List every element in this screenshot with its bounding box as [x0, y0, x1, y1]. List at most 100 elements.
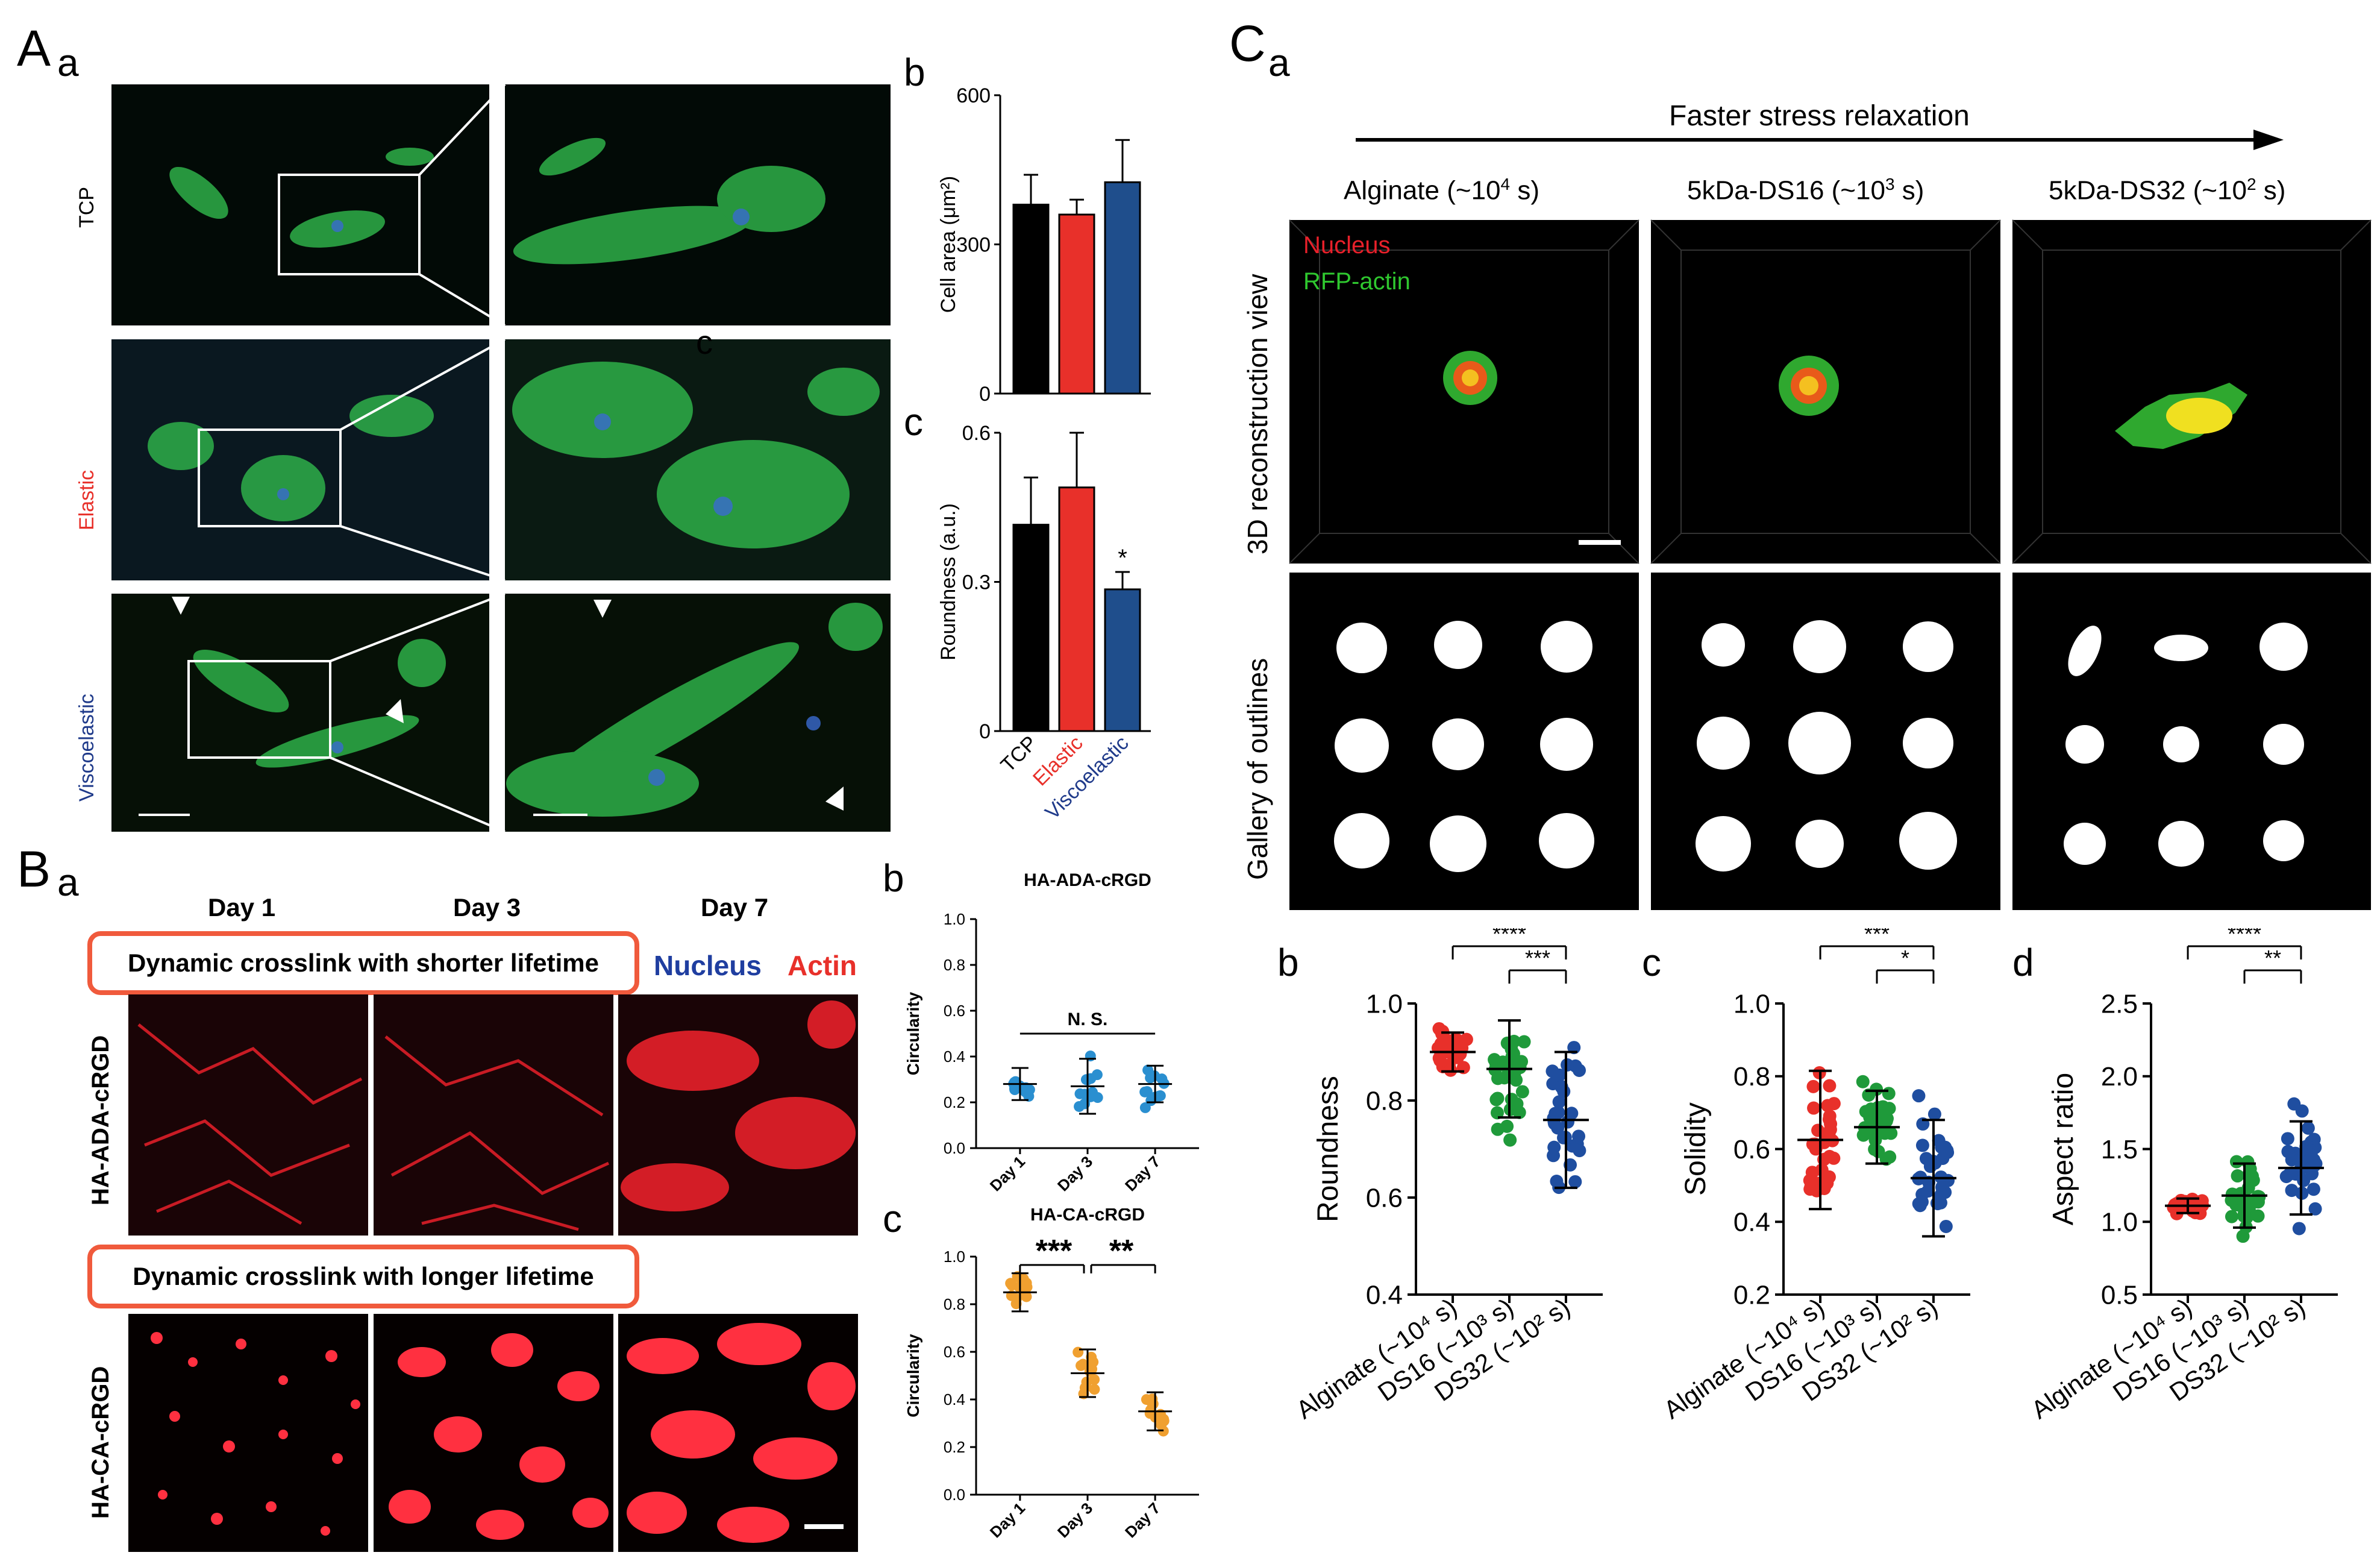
panelB-micrographs [128, 994, 858, 1552]
row-label-outlines: Gallery of outlines [1242, 658, 1273, 880]
data-point [1882, 1087, 1896, 1101]
data-point [1076, 1360, 1087, 1371]
data-point [1823, 1149, 1837, 1163]
significance-label: N. S. [1068, 1010, 1108, 1029]
micrograph-tcp-overview [111, 84, 489, 325]
data-point [1515, 1085, 1529, 1099]
y-axis-label: Circularity [904, 1334, 922, 1418]
data-point [1572, 1063, 1586, 1077]
data-point [1821, 1099, 1835, 1113]
3d-view-ds16 [1650, 219, 2001, 564]
data-point [2246, 1169, 2259, 1183]
significance-label: ** [2264, 946, 2281, 970]
y-tick-label: 1.0 [944, 910, 965, 928]
data-point [2279, 1170, 2293, 1184]
data-point [1009, 1076, 1020, 1088]
data-point [2292, 1222, 2306, 1236]
data-point [1882, 1102, 1896, 1116]
col-title-ds32: 5kDa-DS32 (~102 s) [2049, 175, 2286, 206]
data-point [1823, 1123, 1837, 1137]
y-tick-label: 1.5 [2101, 1135, 2138, 1164]
panel-letter-B: B [17, 841, 51, 897]
data-point [1141, 1086, 1153, 1098]
y-tick-label: 0.4 [1733, 1208, 1770, 1237]
arrow-label: Faster stress relaxation [1669, 100, 1970, 132]
micrograph-viscoelastic-overview [111, 594, 489, 832]
micrograph-tcp-zoom [505, 84, 891, 325]
data-point [1547, 1149, 1561, 1163]
significance-label: **** [1492, 928, 1526, 946]
data-point [1561, 1058, 1574, 1072]
data-point [1856, 1128, 1870, 1142]
data-point [1915, 1138, 1929, 1152]
data-point [2281, 1132, 2294, 1146]
day-label-7: Day 7 [701, 893, 769, 922]
data-point [1491, 1072, 1505, 1085]
x-tick-label: Day 1 [986, 1499, 1029, 1541]
y-tick-label: 1.0 [1733, 989, 1770, 1019]
micrograph-ada-day1 [128, 994, 368, 1236]
y-tick-label: 1.0 [944, 1248, 965, 1266]
label-box-longer-lifetime: Dynamic crosslink with longer lifetime [87, 1245, 639, 1308]
y-tick-label: 1.0 [2101, 1208, 2138, 1237]
label-box-shorter-lifetime: Dynamic crosslink with shorter lifetime [87, 931, 639, 995]
data-point [1553, 1068, 1567, 1082]
data-point [2306, 1182, 2320, 1196]
day-label-3: Day 3 [453, 893, 521, 922]
y-tick-label: 0 [979, 720, 991, 743]
legend-nucleus-b: Nucleus [654, 950, 762, 981]
3d-view-alginate [1289, 219, 1639, 564]
y-tick-label: 0.2 [944, 1438, 965, 1456]
data-point [1913, 1199, 1927, 1213]
y-tick-label: 0.8 [944, 956, 965, 974]
data-point [1490, 1106, 1504, 1120]
data-point [2285, 1184, 2299, 1198]
data-point [1145, 1095, 1157, 1107]
significance-label: * [1901, 946, 1909, 970]
data-point [1433, 1054, 1447, 1067]
data-point [1079, 1088, 1091, 1100]
data-point [1489, 1093, 1503, 1107]
data-point [1923, 1160, 1937, 1173]
data-point [1927, 1107, 1941, 1121]
col-title-ds16: 5kDa-DS16 (~103 s) [1687, 175, 1924, 206]
data-point [1823, 1079, 1837, 1093]
data-point [1870, 1082, 1884, 1096]
y-tick-label: 0.3 [962, 571, 991, 594]
data-point [1804, 1179, 1818, 1193]
data-point [1156, 1419, 1167, 1431]
y-axis-label: Roundness (a.u.) [937, 503, 960, 661]
data-point [1552, 1095, 1566, 1109]
significance-label: **** [2228, 928, 2261, 946]
y-axis-label: Roundness [1312, 1076, 1344, 1222]
data-point [2251, 1209, 2265, 1223]
significance-label: ** [1109, 1234, 1134, 1269]
data-point [1557, 1084, 1571, 1098]
y-tick-label: 0.6 [962, 422, 991, 445]
day-label-1: Day 1 [208, 893, 276, 922]
panel-letter-Ba: a [57, 861, 79, 904]
row-label-ha-ca: HA-CA-cRGD [87, 1366, 114, 1519]
micrograph-ca-day1 [128, 1314, 368, 1552]
y-tick-label: 300 [956, 234, 991, 257]
data-point [2231, 1169, 2244, 1183]
data-point [1488, 1053, 1502, 1067]
data-point [1154, 1090, 1166, 1102]
y-tick-label: 0.0 [944, 1139, 965, 1157]
x-tick-label: Day 3 [1054, 1152, 1096, 1195]
data-point [1568, 1175, 1582, 1189]
bar-tcp [1012, 204, 1050, 395]
data-point [1091, 1069, 1103, 1081]
data-point [2229, 1155, 2243, 1169]
panel-letter-Bc: c [883, 1197, 902, 1240]
y-tick-label: 0.8 [1366, 1086, 1403, 1116]
data-point [1517, 1035, 1531, 1049]
y-tick-label: 0.6 [944, 1002, 965, 1020]
data-point [2304, 1149, 2318, 1163]
data-point [1505, 1093, 1518, 1107]
legend-actin-c: RFP-actin [1303, 268, 1411, 295]
